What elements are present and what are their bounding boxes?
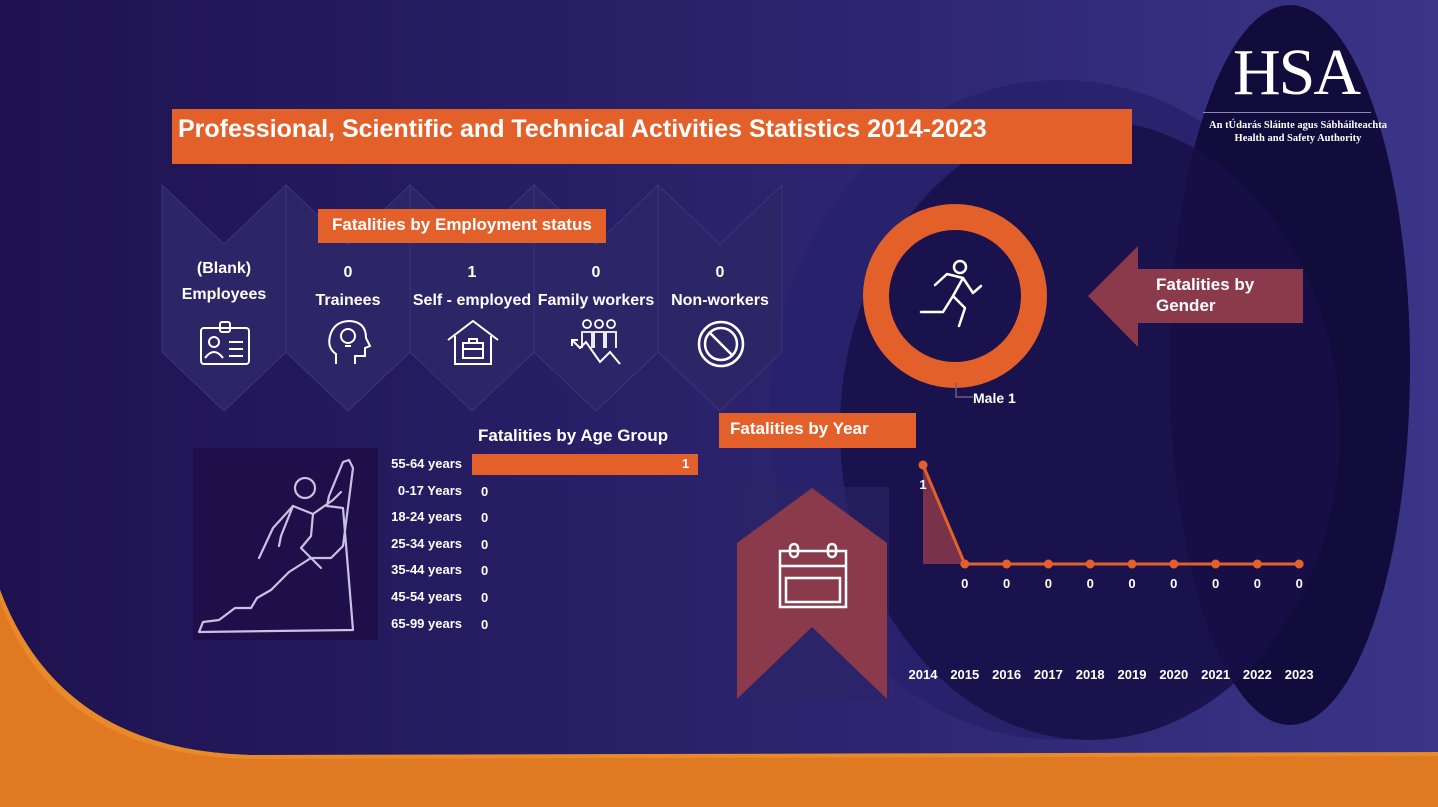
- climber-panel: [193, 448, 378, 640]
- employment-count: 1: [467, 264, 477, 281]
- year-section-title: Fatalities by Year: [719, 413, 916, 448]
- hsa-logo: HSA An tÚdarás Sláinte agus Sábháilteach…: [1203, 40, 1403, 160]
- climber-icon: [197, 458, 355, 634]
- year-axis-label: 2015: [950, 667, 980, 682]
- gender-slice-male: [863, 204, 1047, 388]
- employment-count: 0: [343, 264, 353, 281]
- age-bar-value: 0: [481, 483, 489, 499]
- employment-item-self-employed: 1 Self - employed: [410, 264, 534, 365]
- year-point-value: 0: [1044, 576, 1052, 591]
- logo-divider: [1203, 112, 1371, 113]
- employment-count: 0: [715, 264, 725, 281]
- age-bar-value: 1: [682, 456, 690, 471]
- year-point: [1043, 559, 1053, 569]
- employment-item-trainees: 0 Trainees: [286, 264, 410, 364]
- year-point-value: 1: [919, 477, 927, 492]
- year-axis-label: 2023: [1284, 667, 1314, 682]
- year-axis-label: 2021: [1201, 667, 1231, 682]
- year-point: [1211, 559, 1221, 569]
- calendar-icon: [778, 542, 848, 609]
- employment-item-employees: (Blank) Employees: [162, 260, 286, 365]
- employment-section-title: Fatalities by Employment status: [318, 209, 606, 243]
- year-axis-label: 2014: [908, 667, 938, 682]
- title-bar: Professional, Scientific and Technical A…: [172, 109, 1132, 164]
- year-axis-label: 2016: [992, 667, 1022, 682]
- employment-item-non-workers: 0 Non-workers: [658, 264, 782, 368]
- no-entry-icon: [697, 320, 745, 368]
- employment-label: Trainees: [315, 292, 381, 309]
- year-point-value: 0: [1002, 576, 1011, 591]
- employment-count: (Blank): [196, 260, 252, 277]
- gender-section-title: Fatalities by Gender: [1156, 274, 1254, 316]
- id-badge-icon: [200, 321, 250, 365]
- year-line: [921, 464, 1300, 566]
- year-axis-label: 2019: [1117, 667, 1147, 682]
- year-point: [1085, 559, 1095, 569]
- year-point: [1127, 559, 1137, 569]
- age-bar: [472, 454, 698, 475]
- employment-label: Self - employed: [412, 292, 532, 309]
- year-area: [923, 465, 1300, 564]
- gender-donut: [863, 204, 1047, 388]
- year-point: [1002, 559, 1012, 569]
- running-person-icon: [919, 259, 983, 328]
- gender-arrow: [1088, 246, 1303, 347]
- year-point-value: 0: [1128, 576, 1136, 591]
- age-bar-value: 0: [481, 616, 489, 632]
- gender-legend: Male 1: [973, 390, 1016, 406]
- gender-title-line1: Fatalities by: [1156, 275, 1255, 294]
- employment-label: Family workers: [537, 292, 655, 309]
- age-row-label: 35-44 years: [391, 562, 462, 578]
- age-row-label: 18-24 years: [391, 509, 462, 525]
- age-row-label: 55-64 years: [391, 456, 462, 471]
- year-point-value: 0: [961, 576, 969, 591]
- year-point-value: 0: [1211, 576, 1220, 591]
- logo-wordmark: HSA: [1232, 36, 1361, 109]
- year-point-value: 0: [1295, 576, 1303, 591]
- year-point: [1294, 559, 1304, 569]
- year-point: [918, 460, 928, 470]
- age-row-label: 65-99 years: [391, 615, 462, 631]
- year-point-value: 0: [1253, 576, 1261, 591]
- gender-title-line2: Gender: [1156, 296, 1216, 315]
- age-row-label: 45-54 years: [391, 589, 462, 604]
- year-point-value: 0: [1170, 576, 1178, 591]
- employment-item-family-workers: 0 Family workers: [534, 264, 658, 365]
- age-bar-value: 0: [481, 590, 489, 605]
- employment-label: Non-workers: [671, 292, 769, 309]
- age-row-label: 25-34 years: [391, 535, 462, 551]
- employment-label: Employees: [181, 286, 267, 303]
- year-point: [1169, 559, 1179, 569]
- year-point-value: 0: [1086, 576, 1094, 591]
- house-briefcase-icon: [447, 319, 499, 365]
- year-axis-label: 2018: [1075, 667, 1105, 682]
- family-chart-icon: [571, 319, 621, 365]
- year-axis-label: 2022: [1242, 667, 1272, 682]
- logo-subtitle-2: Health and Safety Authority: [1234, 133, 1362, 144]
- head-lightbulb-icon: [328, 319, 372, 364]
- age-row-label: 0-17 Years: [397, 482, 462, 498]
- year-point: [960, 559, 970, 569]
- year-point: [1252, 559, 1262, 569]
- age-bar-value: 0: [481, 510, 489, 526]
- age-section-title: Fatalities by Age Group: [478, 426, 669, 445]
- calendar-ribbon: [735, 487, 889, 699]
- year-axis-label: 2020: [1159, 667, 1189, 682]
- age-bar-value: 0: [481, 563, 489, 579]
- page-title: Professional, Scientific and Technical A…: [178, 115, 987, 143]
- age-bar-value: 0: [481, 536, 489, 552]
- legend-leader-line: [955, 383, 973, 398]
- employment-count: 0: [591, 264, 601, 281]
- logo-subtitle-1: An tÚdarás Sláinte agus Sábháilteachta: [1209, 120, 1387, 131]
- year-axis-label: 2017: [1033, 667, 1063, 682]
